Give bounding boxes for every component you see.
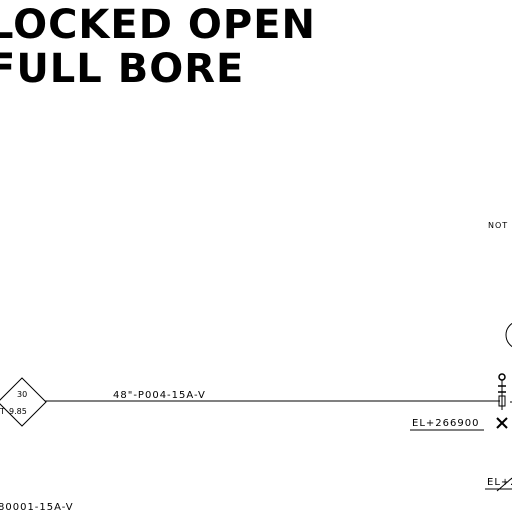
- tag-top-value: 30: [17, 390, 27, 399]
- balloon-circle: [505, 322, 512, 348]
- valve-symbol: [496, 373, 512, 429]
- note-full-bore: FULL BORE: [0, 46, 244, 92]
- elevation-label-2: EL+2: [487, 477, 512, 488]
- elevation-label-1: EL+266900: [412, 418, 479, 429]
- note-label: NOT: [488, 221, 508, 230]
- note-locked-open: LOCKED OPEN: [0, 2, 316, 48]
- pipe-tag-diamond: 30 9.85 T: [0, 377, 47, 427]
- tag-bottom-value: 9.85: [9, 407, 27, 416]
- leader-line: [496, 477, 512, 492]
- tag-left-partial: T: [0, 407, 5, 416]
- main-line-label: 48"-P004-15A-V: [113, 390, 206, 401]
- lower-line-label: 80001-15A-V: [0, 502, 74, 512]
